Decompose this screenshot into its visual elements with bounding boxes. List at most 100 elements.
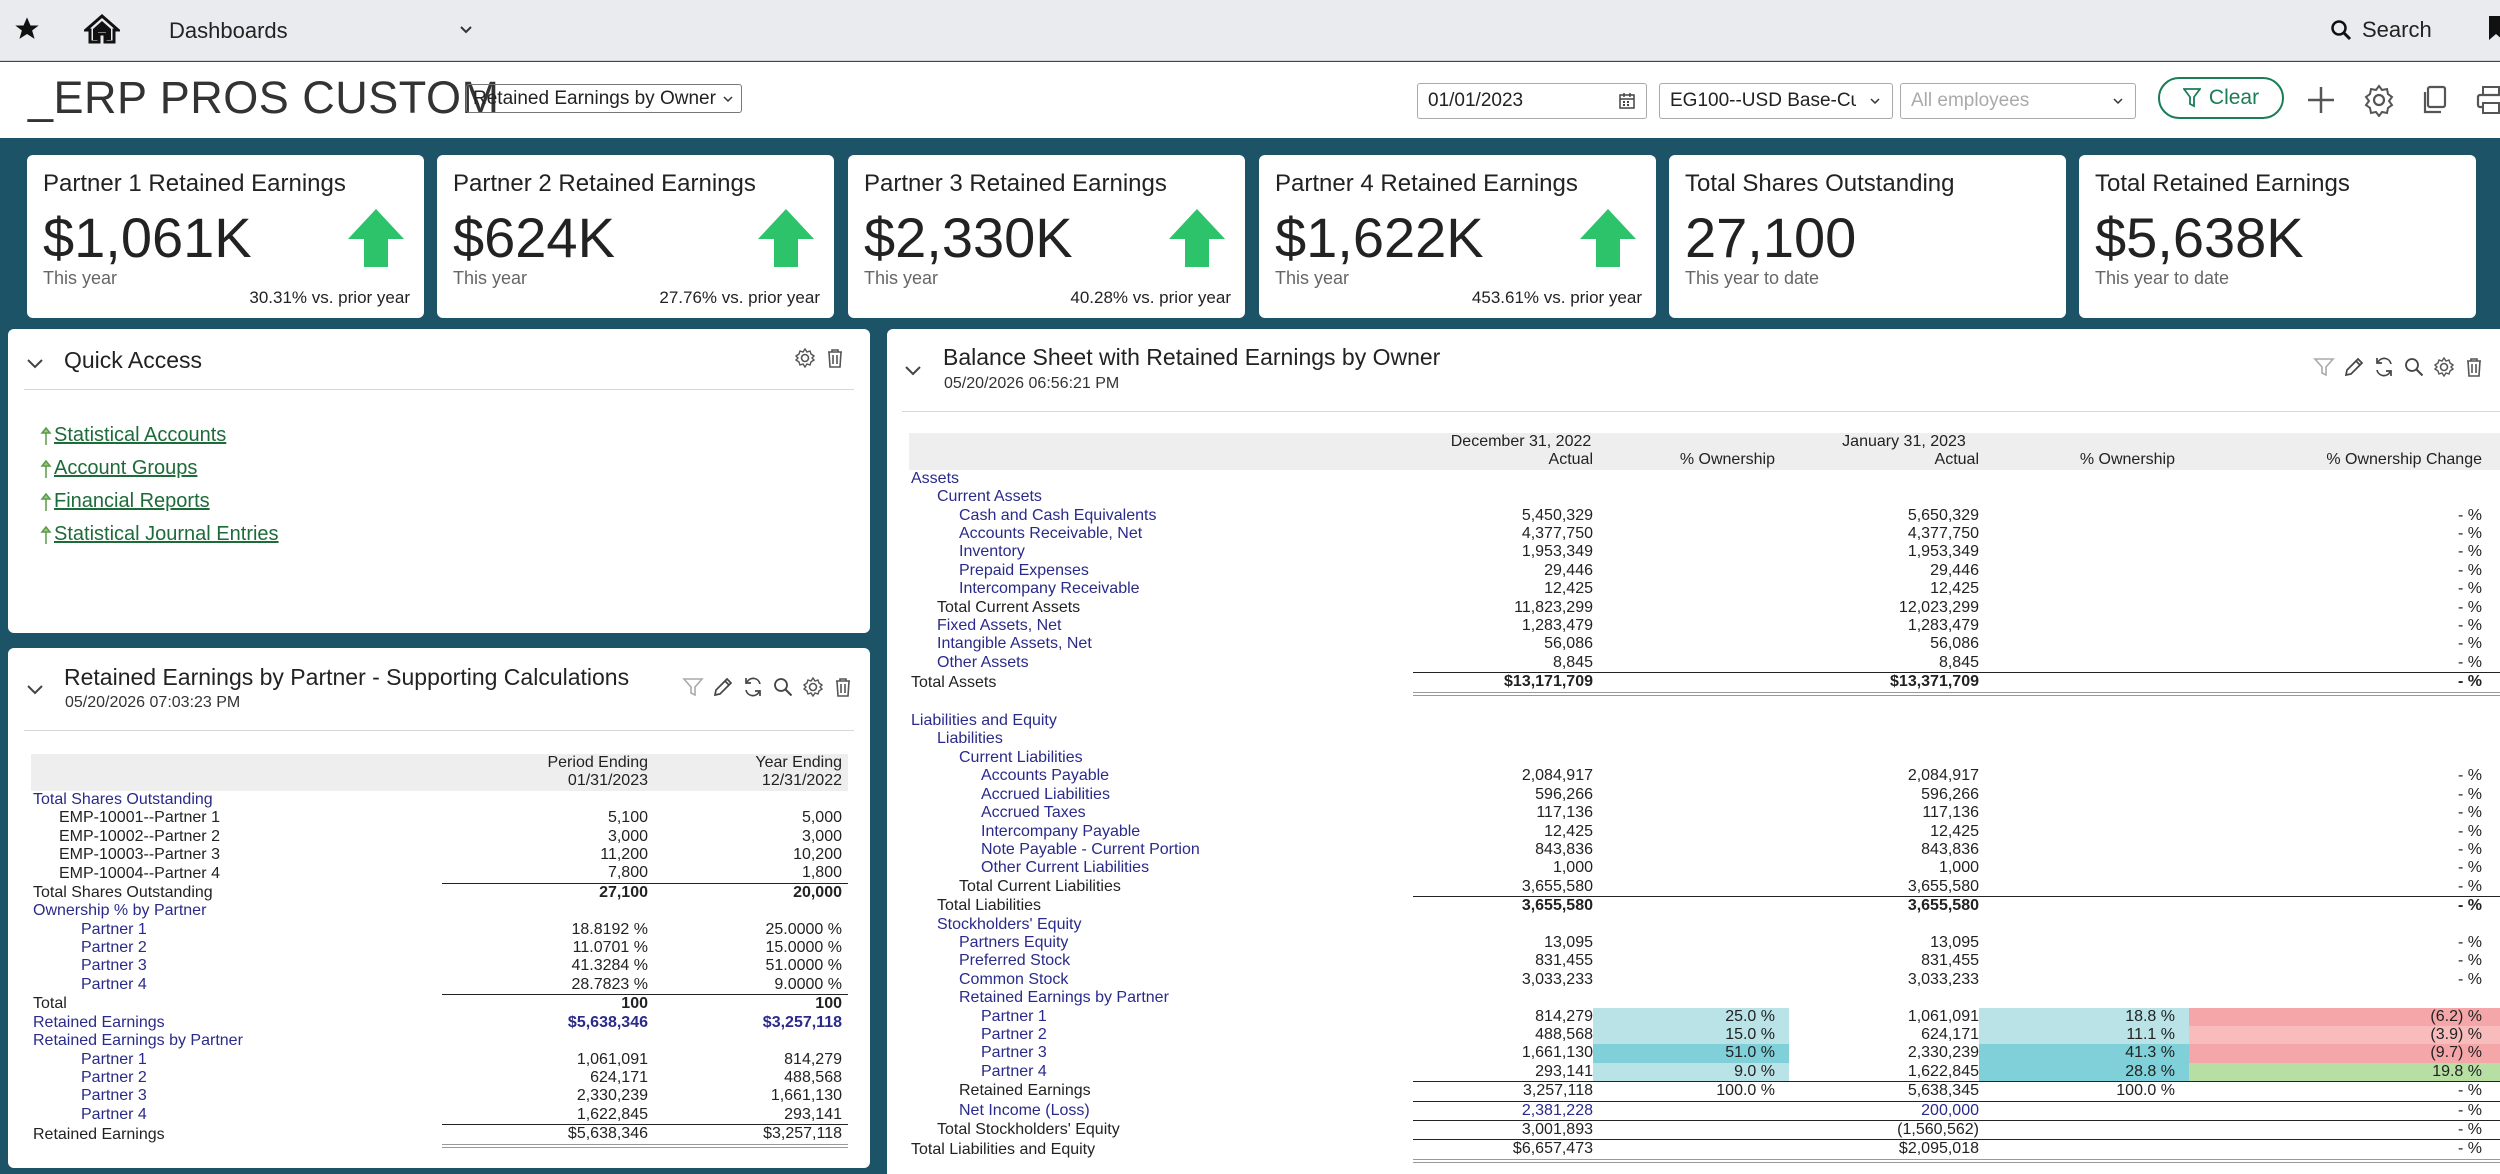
zoom-icon[interactable] (772, 676, 794, 698)
cell-value (1979, 823, 2189, 841)
row-label[interactable]: Liabilities and Equity (911, 712, 1057, 730)
row-label[interactable]: Common Stock (959, 970, 1069, 988)
panel-title: Balance Sheet with Retained Earnings by … (943, 344, 1441, 370)
kpi-card[interactable]: Partner 2 Retained Earnings $624K This yea… (437, 155, 834, 318)
column-header: % Ownership (1593, 451, 1789, 470)
kpi-card[interactable]: Total Shares Outstanding 27,100 This year … (1669, 155, 2066, 318)
row-label[interactable]: Ownership % by Partner (33, 902, 207, 920)
row-label[interactable]: Other Current Liabilities (981, 859, 1150, 877)
employee-select[interactable]: All employees (1900, 83, 2136, 119)
filter-icon[interactable] (2313, 356, 2335, 378)
row-label[interactable]: Total Shares Outstanding (33, 790, 213, 808)
gear-icon[interactable] (2433, 356, 2455, 378)
row-label[interactable]: Partner 3 (81, 957, 147, 975)
kpi-card[interactable]: Partner 4 Retained Earnings $1,622K This y… (1259, 155, 1656, 318)
row-label[interactable]: Current Assets (937, 488, 1042, 506)
collapse-chevron-icon[interactable] (24, 678, 46, 700)
row-label[interactable]: Partner 3 (81, 1087, 147, 1105)
search-button[interactable]: Search (2330, 14, 2432, 46)
row-label[interactable]: Partner 4 (81, 1105, 147, 1123)
row-label[interactable]: Accounts Payable (981, 767, 1110, 785)
row-label[interactable]: Retained Earnings by Partner (33, 1032, 243, 1050)
row-label[interactable]: Partner 2 (81, 1068, 147, 1086)
row-label[interactable]: Partner 1 (81, 920, 147, 938)
row-label[interactable]: Fixed Assets, Net (937, 617, 1062, 635)
clear-filters-button[interactable]: Clear (2158, 77, 2284, 119)
row-label: Retained Earnings (33, 1125, 165, 1143)
table-row: Stockholders' Equity (909, 916, 2500, 934)
row-label[interactable]: Note Payable - Current Portion (981, 840, 1200, 858)
row-label[interactable]: Intangible Assets, Net (937, 635, 1092, 653)
row-label[interactable]: Partner 1 (81, 1050, 147, 1068)
collapse-chevron-icon[interactable] (902, 359, 924, 381)
cell-value (1593, 580, 1789, 598)
report-select[interactable]: Retained Earnings by Owner (466, 84, 742, 113)
filter-icon[interactable] (682, 676, 704, 698)
row-label[interactable]: Accounts Receivable, Net (959, 525, 1143, 543)
row-label[interactable]: Accrued Liabilities (981, 785, 1110, 803)
kpi-card[interactable]: Partner 1 Retained Earnings $1,061K This y… (27, 155, 424, 318)
quick-access-link[interactable]: Statistical Accounts (54, 424, 227, 446)
cell-value (1593, 654, 1789, 673)
edit-pencil-icon[interactable] (2343, 356, 2365, 378)
row-label[interactable]: Intercompany Payable (981, 822, 1141, 840)
refresh-icon[interactable] (742, 676, 764, 698)
trash-icon[interactable] (824, 347, 846, 369)
entity-select[interactable]: EG100--USD Base-Cu (1659, 83, 1893, 119)
cell-value: 4,377,750 (1907, 525, 1979, 543)
chevron-down-icon[interactable] (458, 22, 474, 38)
row-label[interactable]: Net Income (Loss) (959, 1101, 1090, 1119)
row-label[interactable]: Partner 2 (981, 1025, 1047, 1043)
copy-icon[interactable] (2418, 83, 2452, 117)
trash-icon[interactable] (832, 676, 854, 698)
table-row: Other Current Liabilities 1,000 1,000 - % (909, 859, 2500, 877)
row-label[interactable]: Stockholders' Equity (937, 915, 1082, 933)
cell-value: 117,136 (1922, 804, 1979, 822)
row-label[interactable]: Current Liabilities (959, 748, 1083, 766)
cell-value: $3,257,118 (762, 1013, 842, 1031)
row-label[interactable]: Other Assets (937, 654, 1029, 672)
row-label[interactable]: Cash and Cash Equivalents (959, 506, 1157, 524)
row-label[interactable]: Assets (911, 469, 960, 487)
row-label[interactable]: Partners Equity (959, 933, 1069, 951)
row-label[interactable]: Partner 2 (81, 939, 147, 957)
quick-access-link[interactable]: Financial Reports (54, 490, 210, 512)
print-icon[interactable] (2474, 83, 2500, 117)
row-label[interactable]: Liabilities (937, 730, 1003, 748)
favorites-star-icon[interactable] (13, 15, 41, 43)
add-icon[interactable] (2304, 83, 2338, 117)
dashboards-menu[interactable]: Dashboards (169, 18, 288, 43)
cell-value (1979, 896, 2189, 916)
up-arrow-icon (348, 209, 404, 267)
row-label[interactable]: Partner 4 (981, 1063, 1047, 1081)
trash-icon[interactable] (2463, 356, 2485, 378)
edit-pencil-icon[interactable] (712, 676, 734, 698)
row-label[interactable]: Prepaid Expenses (959, 561, 1089, 579)
zoom-icon[interactable] (2403, 356, 2425, 378)
as-of-date-input[interactable]: 01/01/2023 (1417, 83, 1647, 119)
home-icon[interactable] (84, 14, 120, 44)
row-label[interactable]: Intercompany Receivable (959, 580, 1140, 598)
row-label[interactable]: Retained Earnings by Partner (959, 989, 1169, 1007)
row-label[interactable]: Accrued Taxes (981, 804, 1086, 822)
row-label[interactable]: Partner 3 (981, 1044, 1047, 1062)
kpi-card[interactable]: Total Retained Earnings $5,638K This year … (2079, 155, 2476, 318)
row-label[interactable]: Partner 1 (981, 1007, 1047, 1025)
gear-icon[interactable] (2362, 83, 2396, 117)
row-label[interactable]: Retained Earnings (33, 1013, 165, 1031)
row-label[interactable]: Inventory (959, 543, 1025, 561)
cell-value (1593, 617, 1789, 635)
gear-icon[interactable] (802, 676, 824, 698)
refresh-icon[interactable] (2373, 356, 2395, 378)
quick-access-link[interactable]: Statistical Journal Entries (54, 523, 279, 545)
kpi-card[interactable]: Partner 3 Retained Earnings $2,330K This y… (848, 155, 1245, 318)
bookmark-icon[interactable] (2488, 15, 2500, 41)
row-label[interactable]: Partner 4 (81, 976, 147, 994)
quick-access-link[interactable]: Account Groups (54, 457, 198, 479)
calendar-icon[interactable] (1618, 92, 1636, 110)
gear-icon[interactable] (794, 347, 816, 369)
collapse-chevron-icon[interactable] (24, 352, 46, 374)
row-label[interactable]: Preferred Stock (959, 952, 1071, 970)
cell-value (1979, 971, 2189, 989)
cell-value: 624,171 (1921, 1025, 1979, 1043)
